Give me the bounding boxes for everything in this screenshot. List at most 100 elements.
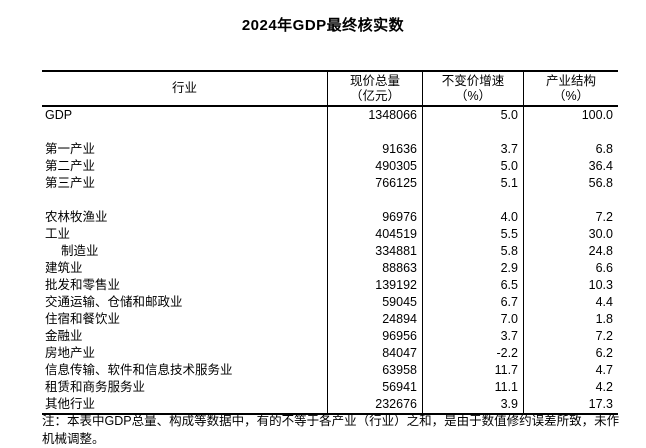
growth-rate-cell: 11.1	[422, 379, 523, 396]
column-header-line1: 产业结构	[545, 73, 596, 88]
table-row: 房地产业 84047 -2.2 6.2	[42, 345, 618, 362]
structure-share-cell: 24.8	[523, 243, 618, 260]
growth-rate-cell: 3.7	[422, 141, 523, 158]
industry-cell: 其他行业	[45, 397, 96, 411]
current-price-total-cell: 59045	[327, 294, 422, 311]
current-price-total-cell: 88863	[327, 260, 422, 277]
structure-share-cell: 4.7	[523, 362, 618, 379]
table-row: 住宿和餐饮业 24894 7.0 1.8	[42, 311, 618, 328]
table-row: 建筑业 88863 2.9 6.6	[42, 260, 618, 277]
current-price-total-cell: 490305	[327, 158, 422, 175]
column-header-industry-label: 行业	[171, 81, 197, 95]
page-title: 2024年GDP最终核实数	[241, 17, 405, 34]
structure-share-cell: 17.3	[523, 396, 618, 413]
table-row: 信息传输、软件和信息技术服务业 63958 11.7 4.7	[42, 362, 618, 379]
column-header-industrial-structure: 产业结构 （%）	[523, 72, 618, 105]
table-footnote: 注：本表中GDP总量、构成等数据中，有的不等于各产业（行业）之和，是由于数值修约…	[42, 414, 620, 446]
current-price-total-cell: 56941	[327, 379, 422, 396]
current-price-total-cell: 63958	[327, 362, 422, 379]
table-row: 农林牧渔业 96976 4.0 7.2	[42, 209, 618, 226]
structure-share-cell	[523, 192, 618, 209]
table-row: 第三产业 766125 5.1 56.8	[42, 175, 618, 192]
table-header-row: 行业 现价总量 （亿元） 不变价增速 （%） 产业结构 （%）	[42, 72, 618, 107]
growth-rate-cell: 7.0	[422, 311, 523, 328]
table-row: 租赁和商务服务业 56941 11.1 4.2	[42, 379, 618, 396]
structure-share-cell: 4.2	[523, 379, 618, 396]
current-price-total-cell	[327, 192, 422, 209]
structure-share-cell: 7.2	[523, 209, 618, 226]
structure-share-cell: 6.2	[523, 345, 618, 362]
industry-cell: 租赁和商务服务业	[45, 380, 146, 394]
growth-rate-cell: 4.0	[422, 209, 523, 226]
table-row: 其他行业 232676 3.9 17.3	[42, 396, 618, 413]
industry-cell: 交通运输、仓储和邮政业	[45, 295, 183, 309]
structure-share-cell: 6.6	[523, 260, 618, 277]
industry-cell: 工业	[45, 227, 71, 241]
table-row: 第一产业 91636 3.7 6.8	[42, 141, 618, 158]
current-price-total-cell: 96976	[327, 209, 422, 226]
structure-share-cell: 6.8	[523, 141, 618, 158]
current-price-total-cell: 91636	[327, 141, 422, 158]
growth-rate-cell: 11.7	[422, 362, 523, 379]
growth-rate-cell: 5.5	[422, 226, 523, 243]
structure-share-cell: 100.0	[523, 107, 618, 124]
table-row: GDP 1348066 5.0 100.0	[42, 107, 618, 124]
structure-share-cell: 1.8	[523, 311, 618, 328]
structure-share-cell	[523, 124, 618, 141]
industry-cell	[42, 192, 327, 209]
structure-share-cell: 36.4	[523, 158, 618, 175]
growth-rate-cell	[422, 124, 523, 141]
table-row: 批发和零售业 139192 6.5 10.3	[42, 277, 618, 294]
current-price-total-cell: 24894	[327, 311, 422, 328]
growth-rate-cell: 2.9	[422, 260, 523, 277]
column-header-current-price-total: 现价总量 （亿元）	[327, 72, 422, 105]
column-header-line2: （%）	[454, 88, 492, 103]
growth-rate-cell: 3.7	[422, 328, 523, 345]
growth-rate-cell: 5.0	[422, 158, 523, 175]
current-price-total-cell: 96956	[327, 328, 422, 345]
growth-rate-cell: 3.9	[422, 396, 523, 413]
structure-share-cell: 30.0	[523, 226, 618, 243]
table-row	[42, 192, 618, 209]
current-price-total-cell: 232676	[327, 396, 422, 413]
growth-rate-cell: 6.7	[422, 294, 523, 311]
industry-cell: 信息传输、软件和信息技术服务业	[45, 363, 233, 377]
structure-share-cell: 10.3	[523, 277, 618, 294]
table-row: 交通运输、仓储和邮政业 59045 6.7 4.4	[42, 294, 618, 311]
growth-rate-cell	[422, 192, 523, 209]
structure-share-cell: 56.8	[523, 175, 618, 192]
column-header-line1: 现价总量	[349, 73, 400, 88]
current-price-total-cell	[327, 124, 422, 141]
structure-share-cell: 7.2	[523, 328, 618, 345]
column-header-line2: （%）	[552, 88, 590, 103]
current-price-total-cell: 766125	[327, 175, 422, 192]
industry-cell: GDP	[45, 108, 73, 122]
current-price-total-cell: 1348066	[327, 107, 422, 124]
industry-cell: 第一产业	[45, 142, 96, 156]
industry-cell: 住宿和餐饮业	[45, 312, 121, 326]
table-body: GDP 1348066 5.0 100.0 第一产业 91636 3.7 6.8…	[42, 107, 618, 413]
current-price-total-cell: 84047	[327, 345, 422, 362]
table-row: 制造业 334881 5.8 24.8	[42, 243, 618, 260]
column-header-line2: （亿元）	[349, 88, 400, 103]
industry-cell: 金融业	[45, 329, 83, 343]
industry-cell: 建筑业	[45, 261, 83, 275]
growth-rate-cell: 5.8	[422, 243, 523, 260]
column-header-industry: 行业	[42, 72, 327, 105]
industry-cell: 制造业	[61, 244, 99, 258]
industry-cell: 第二产业	[45, 159, 96, 173]
growth-rate-cell: -2.2	[422, 345, 523, 362]
column-header-line1: 不变价增速	[441, 73, 505, 88]
industry-cell	[42, 124, 327, 141]
industry-cell: 批发和零售业	[45, 278, 121, 292]
structure-share-cell: 4.4	[523, 294, 618, 311]
industry-cell: 房地产业	[45, 346, 96, 360]
growth-rate-cell: 5.0	[422, 107, 523, 124]
industry-cell: 第三产业	[45, 176, 96, 190]
table-row: 工业 404519 5.5 30.0	[42, 226, 618, 243]
table-row: 第二产业 490305 5.0 36.4	[42, 158, 618, 175]
growth-rate-cell: 5.1	[422, 175, 523, 192]
current-price-total-cell: 404519	[327, 226, 422, 243]
gdp-table: 行业 现价总量 （亿元） 不变价增速 （%） 产业结构 （%） GDP 1348…	[42, 70, 618, 415]
